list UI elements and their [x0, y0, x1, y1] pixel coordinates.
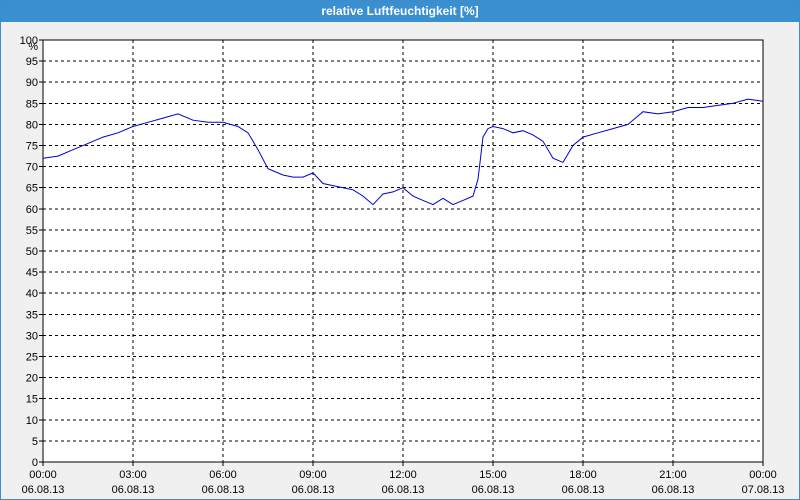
plot-frame — [42, 39, 764, 463]
x-tick-label-time: 15:00 — [479, 469, 507, 481]
y-tick-label: 90 — [26, 77, 38, 89]
y-tick-label: 35 — [26, 309, 38, 321]
y-tick-label: 45 — [26, 267, 38, 279]
y-tick-label: 30 — [26, 330, 38, 342]
window-title: relative Luftfeuchtigkeit [%] — [1, 1, 799, 22]
x-tick-label-time: 00:00 — [29, 469, 57, 481]
x-tick-label-time: 03:00 — [119, 469, 147, 481]
y-tick-label: 55 — [26, 225, 38, 237]
x-tick-label-date: 06.08.13 — [22, 484, 65, 496]
y-tick-label: 60 — [26, 204, 38, 216]
x-tick-label-time: 21:00 — [659, 469, 687, 481]
humidity-chart: 0 5 10 15 20 25 30 35 40 45 50 55 60 65 70 75 80 85 90 95 10… — [20, 35, 785, 496]
x-tick-label-date: 07.08.13 — [742, 484, 785, 496]
y-tick-label: 100 — [20, 35, 38, 47]
y-tick-label: 50 — [26, 246, 38, 258]
x-tick-label-time: 06:00 — [209, 469, 237, 481]
y-tick-label: 0 — [32, 457, 38, 469]
humidity-series-line — [42, 98, 764, 206]
x-tick-label-time: 00:00 — [749, 469, 777, 481]
x-tick-label-date: 06.08.13 — [292, 484, 335, 496]
y-tick-label: 75 — [26, 141, 38, 153]
y-tick-label: 95 — [26, 56, 38, 68]
y-tick-label: 10 — [26, 415, 38, 427]
x-tick-label-date: 06.08.13 — [202, 484, 245, 496]
y-tick-label: 5 — [32, 436, 38, 448]
y-tick-label: 65 — [26, 183, 38, 195]
y-tick-label: 40 — [26, 288, 38, 300]
x-tick-label-date: 06.08.13 — [472, 484, 515, 496]
x-tick-label-time: 18:00 — [569, 469, 597, 481]
y-tick-label: 20 — [26, 373, 38, 385]
x-tick-label-date: 06.08.13 — [562, 484, 605, 496]
y-tick-label: 15 — [26, 394, 38, 406]
x-tick-label-time: 09:00 — [299, 469, 327, 481]
x-tick-label-date: 06.08.13 — [652, 484, 695, 496]
y-tick-label: 70 — [26, 162, 38, 174]
x-tick-label-date: 06.08.13 — [112, 484, 155, 496]
x-tick-label-time: 12:00 — [389, 469, 417, 481]
y-axis-label: % — [28, 41, 38, 53]
x-tick-label-date: 06.08.13 — [382, 484, 425, 496]
y-tick-label: 25 — [26, 352, 38, 364]
y-tick-label: 85 — [26, 98, 38, 110]
y-tick-label: 80 — [26, 119, 38, 131]
